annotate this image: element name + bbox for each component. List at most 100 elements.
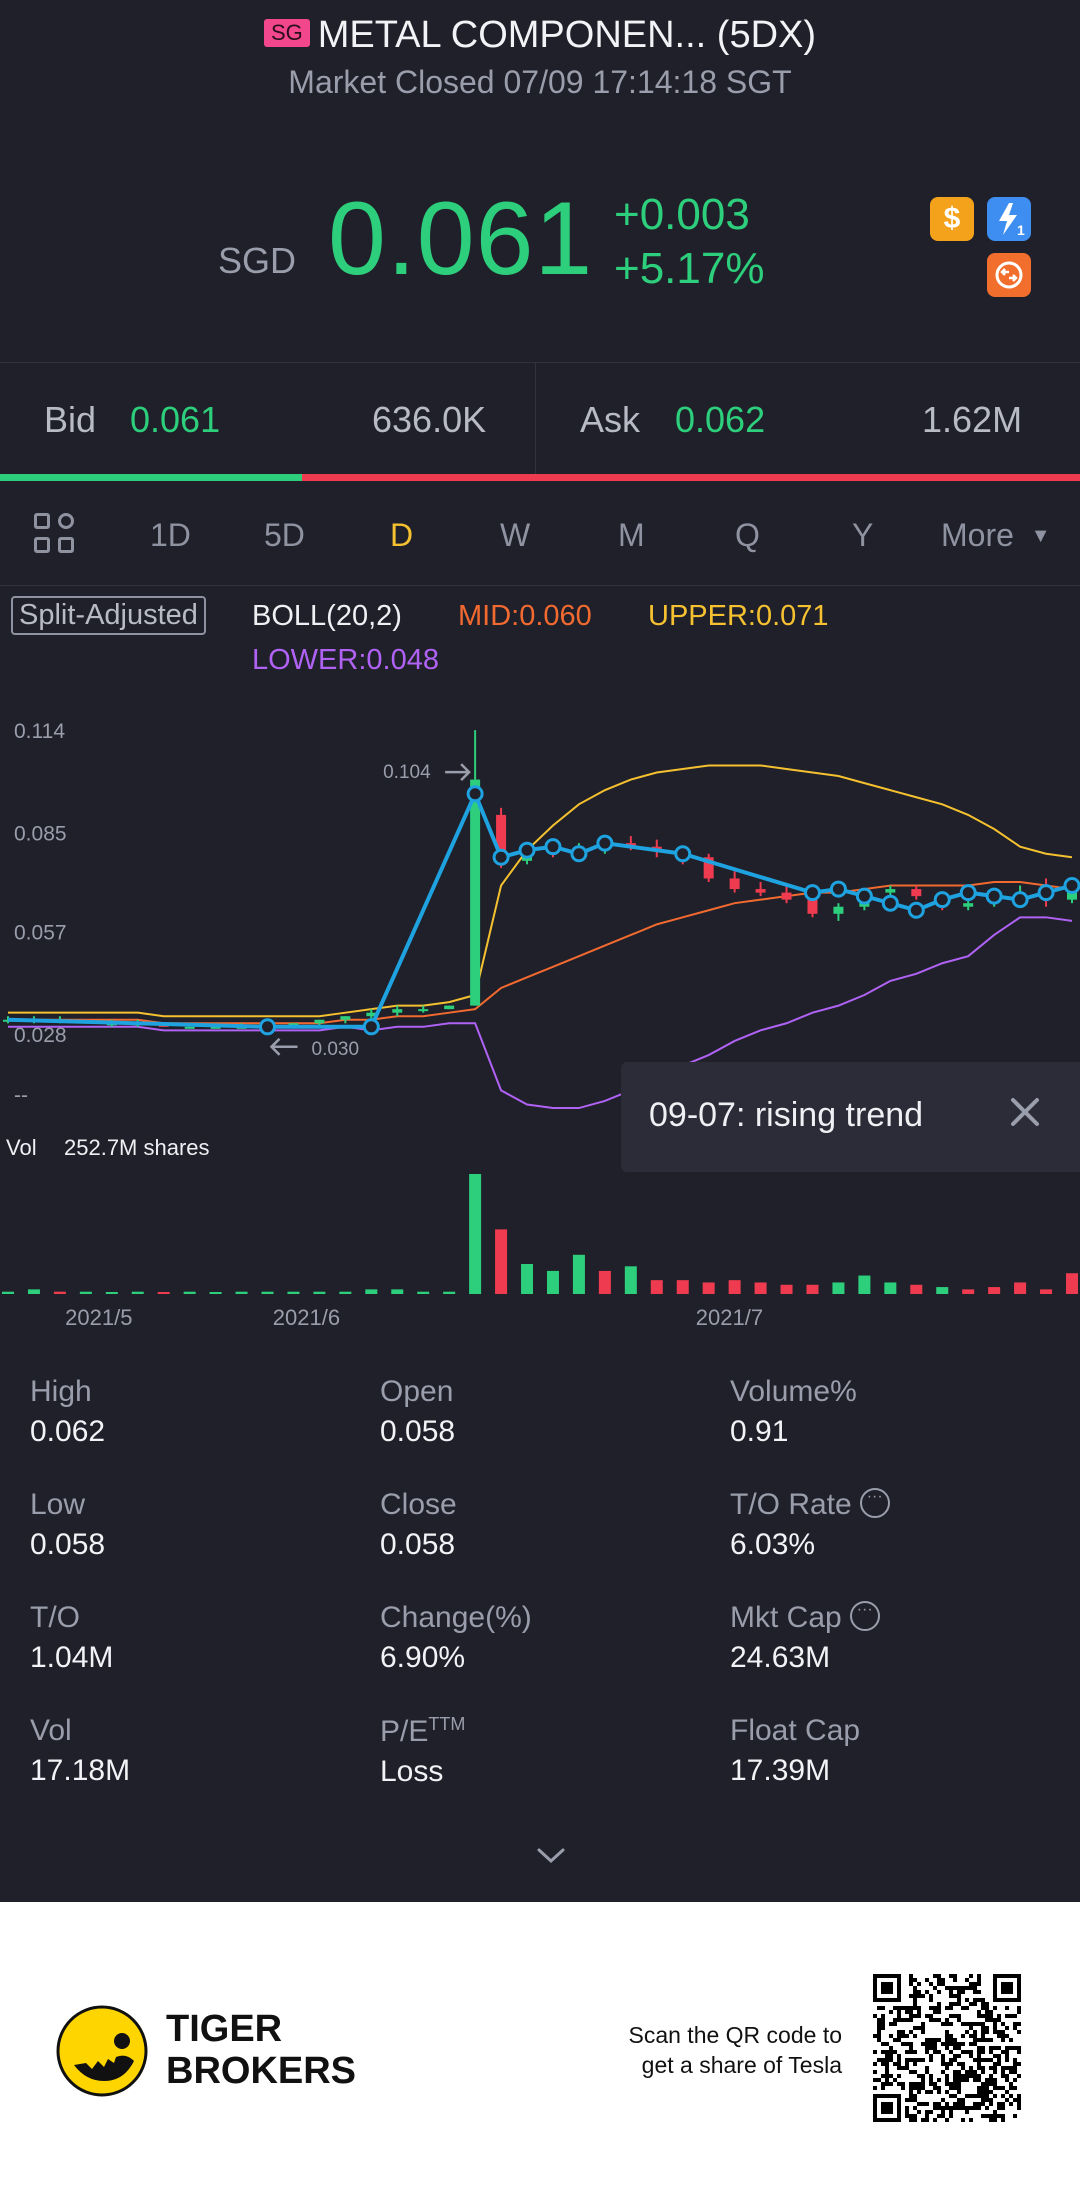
qr-module xyxy=(953,2070,957,2074)
qr-module xyxy=(889,2082,893,2086)
qr-module xyxy=(929,2074,933,2078)
bid-ask-divider xyxy=(535,363,536,475)
qr-module xyxy=(977,1990,981,1994)
flash-icon[interactable]: 1 xyxy=(987,197,1031,241)
tab-d[interactable]: D xyxy=(390,517,414,553)
bid-ask-panel[interactable]: Bid 0.061 636.0K Ask 0.062 1.62M xyxy=(0,362,1080,475)
qr-module xyxy=(937,2114,941,2118)
qr-module xyxy=(973,1998,977,2002)
tab-1d[interactable]: 1D xyxy=(150,517,191,553)
volume-bar xyxy=(910,1284,923,1294)
qr-module xyxy=(953,2082,957,2086)
qr-module xyxy=(977,2074,981,2078)
qr-module xyxy=(881,2042,885,2046)
qr-module xyxy=(897,2034,901,2038)
stat-label-text: Volume% xyxy=(730,1375,857,1408)
qr-module xyxy=(945,2062,949,2066)
more-info-icon[interactable]: ··· xyxy=(859,1488,890,1519)
qr-module xyxy=(905,2106,909,2110)
stat-value: 17.18M xyxy=(30,1754,131,1787)
qr-module xyxy=(981,2002,985,2006)
qr-module xyxy=(889,2058,893,2062)
qr-module xyxy=(1005,2066,1009,2070)
qr-module xyxy=(965,2022,969,2026)
boll-label[interactable]: BOLL(20,2) xyxy=(252,600,402,632)
tab-5d[interactable]: 5D xyxy=(264,517,305,553)
qr-module xyxy=(969,2022,973,2026)
trend-alert[interactable]: 09-07: rising trend xyxy=(621,1062,1080,1172)
qr-module xyxy=(945,2090,949,2094)
tab-w[interactable]: W xyxy=(500,517,531,553)
qr-module xyxy=(1005,2054,1009,2058)
volume-bar xyxy=(339,1291,352,1294)
stat-value: 1.04M xyxy=(30,1641,114,1674)
qr-module xyxy=(921,2026,925,2030)
qr-module xyxy=(985,2106,989,2110)
stat-label-text: High xyxy=(30,1375,92,1408)
qr-module xyxy=(945,2034,949,2038)
qr-module xyxy=(969,2066,973,2070)
qr-module xyxy=(937,2106,941,2110)
qr-module xyxy=(957,2078,961,2082)
qr-module xyxy=(981,2058,985,2062)
qr-module xyxy=(1001,2074,1005,2078)
stat-cell: Vol 17.18M xyxy=(30,1714,130,1788)
qr-module xyxy=(937,1990,941,1994)
qr-module xyxy=(905,2098,909,2102)
volume-bar xyxy=(676,1280,689,1294)
qr-module xyxy=(877,2006,881,2010)
split-adjusted-toggle[interactable]: Split-Adjusted xyxy=(11,596,206,635)
qr-module xyxy=(953,1974,957,1978)
tab-m[interactable]: M xyxy=(618,517,645,553)
boll-upper: UPPER:0.071 xyxy=(648,600,829,632)
qr-module xyxy=(889,2034,893,2038)
qr-module xyxy=(909,2050,913,2054)
stat-label: Close xyxy=(380,1488,457,1522)
qr-code xyxy=(873,1974,1021,2122)
chevron-down-icon[interactable] xyxy=(536,1846,566,1866)
qr-module xyxy=(953,2086,957,2090)
qr-module xyxy=(925,2114,929,2118)
bid-label: Bid xyxy=(44,399,97,440)
qr-module xyxy=(897,2006,901,2010)
qr-module xyxy=(957,2014,961,2018)
qr-module xyxy=(893,2038,897,2042)
stock-name: METAL COMPONEN... (5DX) xyxy=(317,14,817,56)
qr-module xyxy=(945,2046,949,2050)
tab-y[interactable]: Y xyxy=(852,517,874,553)
qr-module xyxy=(909,2098,913,2102)
qr-module xyxy=(1009,2038,1013,2042)
promo-footer: TIGER BROKERS Scan the QR code to get a … xyxy=(0,1902,1080,2194)
qr-module xyxy=(913,1978,917,1982)
qr-module xyxy=(997,2062,1001,2066)
qr-module xyxy=(897,2082,901,2086)
close-icon[interactable] xyxy=(1005,1092,1045,1132)
trend-point xyxy=(362,1018,380,1036)
more-info-icon[interactable]: ··· xyxy=(849,1601,880,1632)
qr-module xyxy=(977,2066,981,2070)
y-tick-label: 0.085 xyxy=(14,823,67,846)
volume-bar xyxy=(624,1266,637,1294)
qr-module xyxy=(885,2078,889,2082)
tab-q[interactable]: Q xyxy=(735,517,760,553)
layout-grid-icon[interactable] xyxy=(34,513,78,557)
qr-module xyxy=(937,2078,941,2082)
qr-module xyxy=(945,2074,949,2078)
qr-module xyxy=(1017,2050,1021,2054)
dollar-icon[interactable]: $ xyxy=(930,197,974,241)
y-tick-label: 0.114 xyxy=(14,720,65,743)
qr-module xyxy=(901,2066,905,2070)
qr-module xyxy=(993,2082,997,2086)
qr-module xyxy=(937,2050,941,2054)
arrow-right-icon xyxy=(445,763,471,782)
qr-module xyxy=(985,2018,989,2022)
price-chart[interactable]: 0.114 0.085 0.057 0.028 -- 0.104 0.030 Vol 252… xyxy=(0,690,1080,1340)
x-axis-ticks: 2021/5 2021/6 2021/7 xyxy=(65,1305,763,1330)
qr-module xyxy=(1005,2090,1009,2094)
qr-module xyxy=(969,1986,973,1990)
swap-icon[interactable] xyxy=(987,253,1031,297)
tab-more[interactable]: More ▼ xyxy=(941,517,1051,554)
volume-bar xyxy=(521,1264,534,1294)
qr-module xyxy=(1013,2046,1017,2050)
qr-module xyxy=(917,2082,921,2086)
